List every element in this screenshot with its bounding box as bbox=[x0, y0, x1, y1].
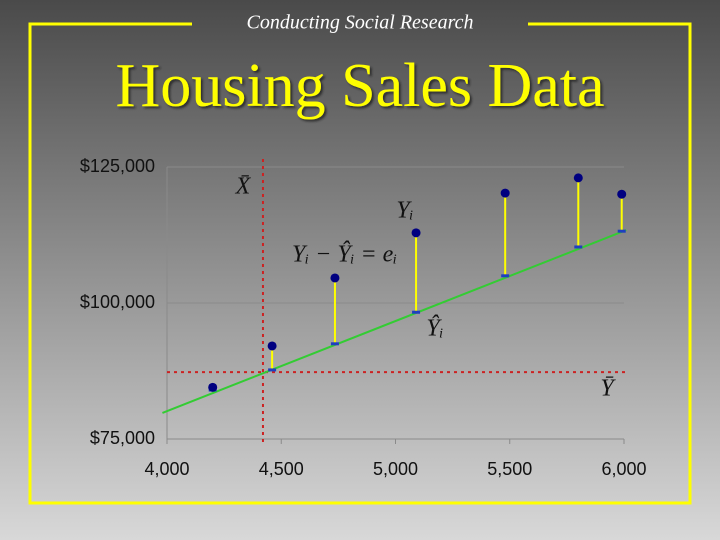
predicted-mark bbox=[412, 310, 421, 314]
fit-line bbox=[162, 229, 627, 414]
x-tick-label: 4,000 bbox=[144, 459, 189, 479]
x-tick-label: 5,000 bbox=[373, 459, 418, 479]
annotation: X̄ bbox=[235, 174, 252, 200]
data-point bbox=[500, 188, 510, 198]
frame bbox=[28, 22, 692, 505]
x-tick-label: 6,000 bbox=[601, 459, 646, 479]
data-point bbox=[208, 382, 218, 392]
data-point bbox=[411, 228, 421, 238]
annotation: Ŷᵢ bbox=[426, 316, 443, 342]
annotation: Yᵢ bbox=[396, 198, 413, 224]
predicted-mark bbox=[617, 229, 626, 233]
data-point bbox=[330, 273, 340, 283]
annotation: Yᵢ − Ŷᵢ = eᵢ bbox=[292, 242, 397, 268]
y-tick-label: $100,000 bbox=[80, 292, 155, 312]
predicted-mark bbox=[574, 245, 583, 249]
predicted-mark bbox=[501, 274, 510, 278]
predicted-mark bbox=[268, 368, 277, 372]
annotation: Ȳ bbox=[600, 376, 616, 402]
x-tick-label: 4,500 bbox=[259, 459, 304, 479]
title: Housing Sales Data bbox=[115, 52, 604, 120]
subtitle: Conducting Social Research bbox=[247, 12, 474, 34]
data-point bbox=[617, 189, 627, 199]
y-tick-label: $125,000 bbox=[80, 156, 155, 176]
predicted-mark bbox=[330, 342, 339, 346]
data-point bbox=[573, 173, 583, 183]
data-point bbox=[267, 341, 277, 351]
y-tick-label: $75,000 bbox=[90, 428, 155, 448]
x-tick-label: 5,500 bbox=[487, 459, 532, 479]
